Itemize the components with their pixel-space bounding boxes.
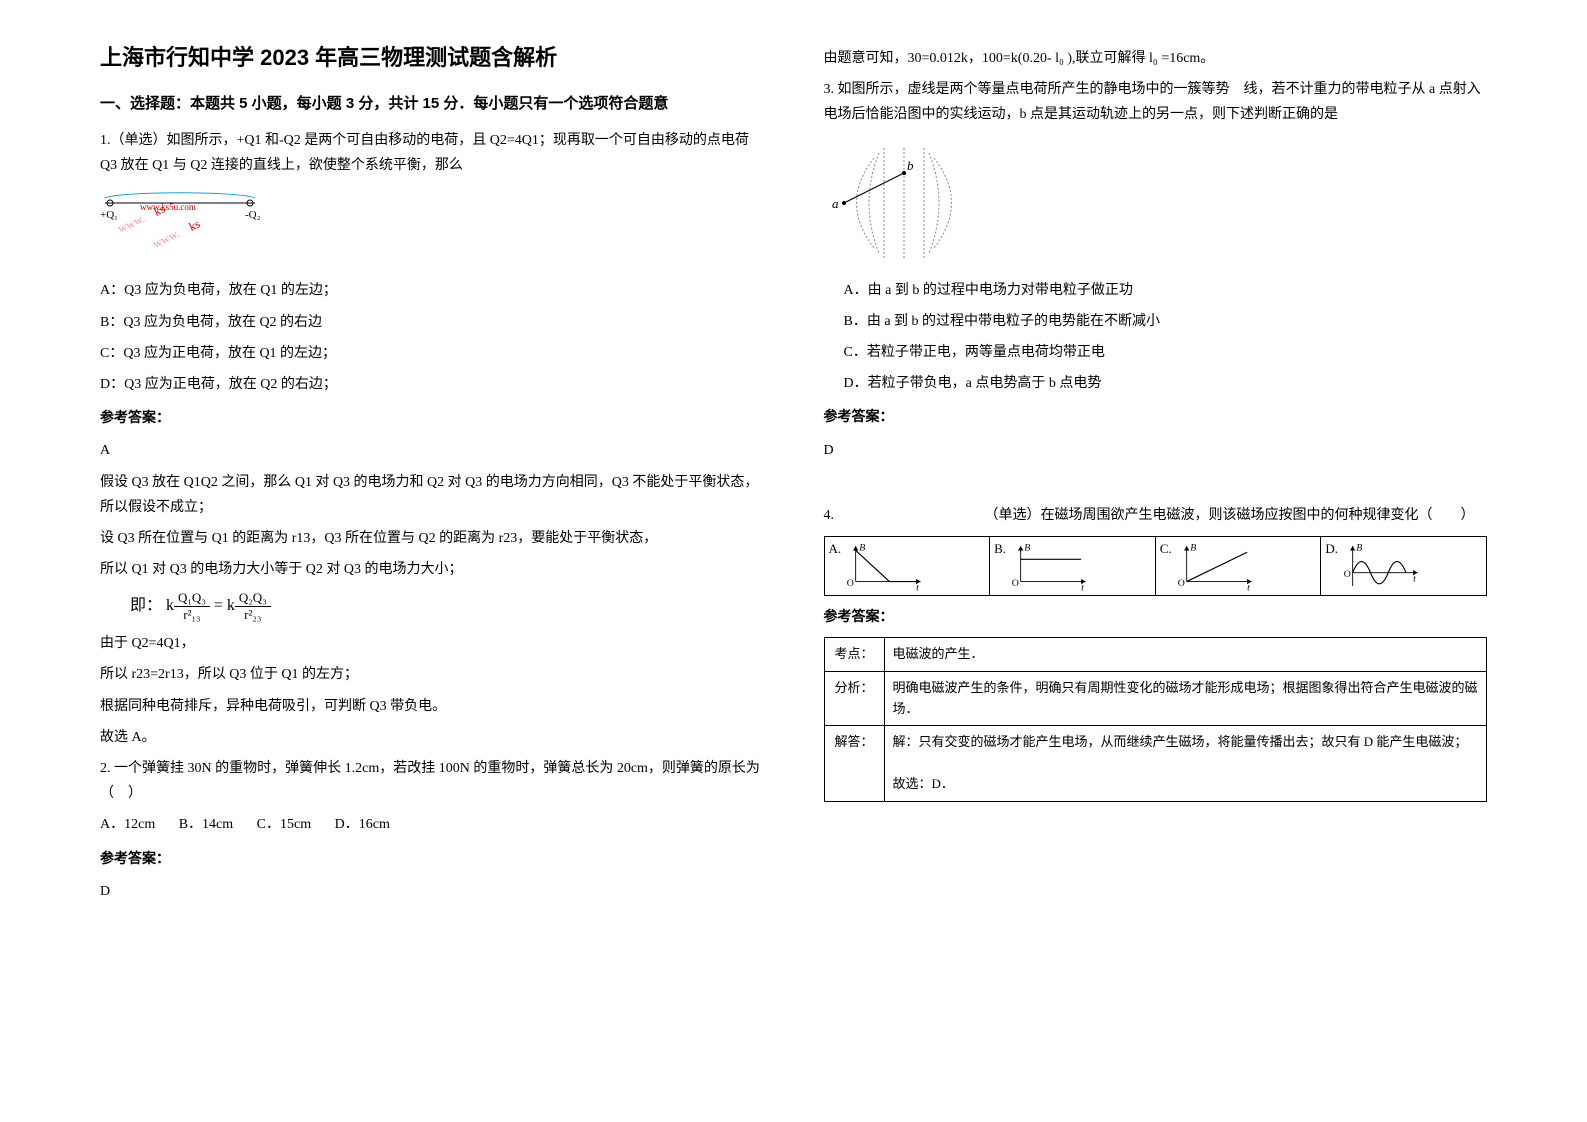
q3-option-c: C．若粒子带正电，两等量点电荷均带正电 bbox=[844, 340, 1488, 365]
q4-chart-b: B. O Bt bbox=[990, 537, 1156, 595]
q4-analysis-table: 考点： 电磁波的产生． 分析： 明确电磁波产生的条件，明确只有周期性变化的磁场才… bbox=[824, 637, 1488, 802]
q1-exp8: 故选 A。 bbox=[100, 725, 764, 750]
svg-text:ks: ks bbox=[187, 217, 203, 234]
q3-option-a: A．由 a 到 b 的过程中电场力对带电粒子做正功 bbox=[844, 278, 1488, 303]
q3-stem: 3. 如图所示，虚线是两个等量点电荷所产生的静电场中的一簇等势 线，若不计重力的… bbox=[824, 77, 1488, 127]
svg-text:B: B bbox=[859, 542, 865, 553]
q1-watermark: www.ks5u.com bbox=[140, 202, 196, 212]
svg-text:O: O bbox=[847, 578, 854, 589]
left-column: 上海市行知中学 2023 年高三物理测试题含解析 一、选择题：本题共 5 小题，… bbox=[100, 40, 764, 1082]
svg-text:B: B bbox=[1190, 542, 1196, 553]
q2-stem: 2. 一个弹簧挂 30N 的重物时，弹簧伸长 1.2cm，若改挂 100N 的重… bbox=[100, 756, 764, 806]
q3-option-b: B．由 a 到 b 的过程中带电粒子的电势能在不断减小 bbox=[844, 309, 1488, 334]
q1-figure: +Q₁ -Q₂ www.ks5u.com www. ks www. ks bbox=[100, 188, 280, 268]
q4-row3-text1: 解：只有交变的磁场才能产生电场，从而继续产生磁场，将能量传播出去；故只有 D 能… bbox=[893, 734, 1468, 749]
q4-row1-text: 电磁波的产生． bbox=[884, 638, 1487, 672]
q1-formula-prefix: 即： bbox=[130, 597, 162, 614]
svg-text:t: t bbox=[1247, 582, 1250, 591]
q1-exp6: 所以 r23=2r13，所以 Q3 位于 Q1 的左方； bbox=[100, 662, 764, 687]
page-title: 上海市行知中学 2023 年高三物理测试题含解析 bbox=[100, 40, 764, 72]
q2-option-c: C．15cm bbox=[257, 817, 311, 832]
q4-row2-label: 分析： bbox=[824, 671, 884, 726]
q3-figure: a b bbox=[824, 138, 984, 268]
q3-fig-label-b: b bbox=[907, 158, 914, 173]
table-row: 分析： 明确电磁波产生的条件，明确只有周期性变化的磁场才能形成电场；根据图象得出… bbox=[824, 671, 1487, 726]
q4-label-a: A. bbox=[829, 541, 842, 557]
q1-stem: 1.（单选）如图所示，+Q1 和-Q2 是两个可自由移动的电荷，且 Q2=4Q1… bbox=[100, 128, 764, 178]
q4-chart-d: D. O Bt bbox=[1321, 537, 1486, 595]
q1-fig-label-q2: -Q₂ bbox=[245, 209, 261, 221]
q4-row3-text: 解：只有交变的磁场才能产生电场，从而继续产生磁场，将能量传播出去；故只有 D 能… bbox=[884, 726, 1487, 801]
q4-answer-label: 参考答案： bbox=[824, 604, 1488, 629]
q4-chart-a: A. O Bt bbox=[825, 537, 991, 595]
q3-option-d: D．若粒子带负电，a 点电势高于 b 点电势 bbox=[844, 371, 1488, 396]
q2-option-a: A．12cm bbox=[100, 817, 155, 832]
q2-explanation: 由题意可知，30=0.012k，100=k(0.20- l₀ ),联立可解得 l… bbox=[824, 46, 1488, 71]
svg-text:www.: www. bbox=[150, 226, 181, 251]
q1-option-b: B：Q3 应为负电荷，放在 Q2 的右边 bbox=[100, 310, 764, 335]
q1-exp7: 根据同种电荷排斥，异种电荷吸引，可判断 Q3 带负电。 bbox=[100, 694, 764, 719]
q4-row2-text: 明确电磁波产生的条件，明确只有周期性变化的磁场才能形成电场；根据图象得出符合产生… bbox=[884, 671, 1487, 726]
q4-label-b: B. bbox=[994, 541, 1006, 557]
right-column: 由题意可知，30=0.012k，100=k(0.20- l₀ ),联立可解得 l… bbox=[824, 40, 1488, 1082]
q2-option-d: D．16cm bbox=[335, 817, 390, 832]
q1-exp2: 设 Q3 所在位置与 Q1 的距离为 r13，Q3 所在位置与 Q2 的距离为 … bbox=[100, 526, 764, 551]
q3-answer: D bbox=[824, 438, 1488, 463]
q1-exp1: 假设 Q3 放在 Q1Q2 之间，那么 Q1 对 Q3 的电场力和 Q2 对 Q… bbox=[100, 470, 764, 520]
svg-text:t: t bbox=[1413, 573, 1416, 584]
svg-text:B: B bbox=[1024, 542, 1030, 553]
q1-exp5: 由于 Q2=4Q1， bbox=[100, 631, 764, 656]
q1-fig-label-q1: +Q₁ bbox=[100, 209, 118, 221]
q4-chart-row: A. O Bt B. O Bt C. O Bt bbox=[824, 536, 1488, 596]
q2-answer-label: 参考答案： bbox=[100, 846, 764, 871]
svg-text:O: O bbox=[1344, 569, 1351, 580]
q4-label-d: D. bbox=[1325, 541, 1338, 557]
q1-exp3: 所以 Q1 对 Q3 的电场力大小等于 Q2 对 Q3 的电场力大小； bbox=[100, 557, 764, 582]
q1-option-a: A：Q3 应为负电荷，放在 Q1 的左边； bbox=[100, 278, 764, 303]
q1-option-d: D：Q3 应为正电荷，放在 Q2 的右边； bbox=[100, 372, 764, 397]
q1-answer-label: 参考答案： bbox=[100, 405, 764, 430]
svg-text:t: t bbox=[1081, 582, 1084, 591]
section-heading: 一、选择题：本题共 5 小题，每小题 3 分，共计 15 分．每小题只有一个选项… bbox=[100, 92, 764, 113]
q2-answer: D bbox=[100, 879, 764, 904]
svg-text:O: O bbox=[1177, 578, 1184, 589]
q3-fig-label-a: a bbox=[832, 196, 839, 211]
q4-stem: 4. （单选）在磁场周围欲产生电磁波，则该磁场应按图中的何种规律变化（ ） bbox=[824, 503, 1488, 528]
q2-option-b: B．14cm bbox=[179, 817, 233, 832]
q3-options: A．由 a 到 b 的过程中电场力对带电粒子做正功 B．由 a 到 b 的过程中… bbox=[824, 278, 1488, 397]
q1-option-c: C：Q3 应为正电荷，放在 Q1 的左边； bbox=[100, 341, 764, 366]
q2-options: A．12cm B．14cm C．15cm D．16cm bbox=[100, 812, 764, 837]
q4-row1-label: 考点： bbox=[824, 638, 884, 672]
q4-label-c: C. bbox=[1160, 541, 1172, 557]
q3-answer-label: 参考答案： bbox=[824, 404, 1488, 429]
q4-row3-text2: 故选：D． bbox=[893, 776, 954, 791]
svg-text:t: t bbox=[916, 582, 919, 591]
q1-answer: A bbox=[100, 438, 764, 463]
svg-text:www.: www. bbox=[115, 211, 146, 236]
table-row: 解答： 解：只有交变的磁场才能产生电场，从而继续产生磁场，将能量传播出去；故只有… bbox=[824, 726, 1487, 801]
svg-text:O: O bbox=[1012, 578, 1019, 589]
q4-chart-c: C. O Bt bbox=[1156, 537, 1322, 595]
q1-formula: 即： kQ₁Q₃r²₁₃ = kQ₂Q₃r²₂₃ bbox=[130, 590, 764, 623]
table-row: 考点： 电磁波的产生． bbox=[824, 638, 1487, 672]
q4-row3-label: 解答： bbox=[824, 726, 884, 801]
svg-text:B: B bbox=[1356, 542, 1362, 553]
